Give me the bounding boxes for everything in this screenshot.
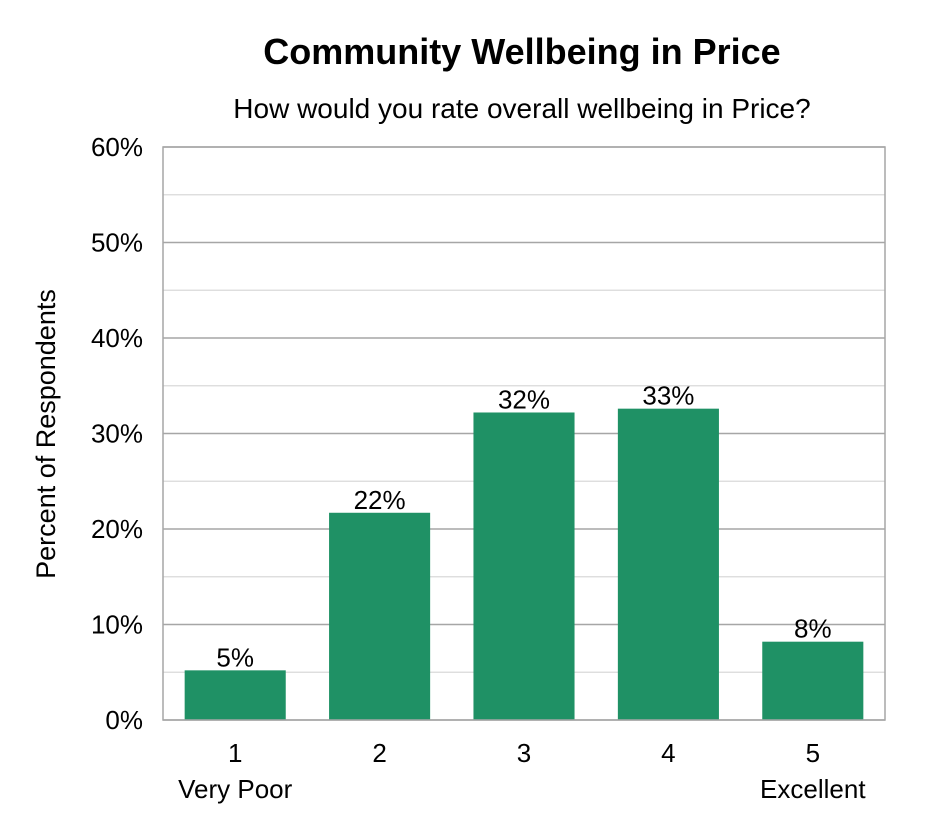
y-tick-labels: 0% 10% 20% 30% 40% 50% 60% <box>91 132 143 735</box>
x-tick-label: 4 <box>661 738 675 768</box>
bars <box>184 408 864 720</box>
y-tick-label: 20% <box>91 514 143 544</box>
y-tick-label: 50% <box>91 228 143 258</box>
y-axis-label: Percent of Respondents <box>31 289 61 579</box>
plot-area-frame <box>162 146 886 721</box>
bar <box>762 641 864 720</box>
x-tick-label: 2 <box>372 738 386 768</box>
x-tick-label: 3 <box>517 738 531 768</box>
x-tick-label: 5 <box>806 738 820 768</box>
chart-subtitle: How would you rate overall wellbeing in … <box>233 93 810 124</box>
bar-value-label: 22% <box>354 485 406 515</box>
x-tick-labels: 1 Very Poor 2 3 4 5 Excellent <box>178 738 866 804</box>
x-tick-label: 1 <box>228 738 242 768</box>
chart-title: Community Wellbeing in Price <box>263 31 780 72</box>
bar-value-label: 33% <box>642 381 694 411</box>
y-tick-label: 30% <box>91 419 143 449</box>
bar-value-label: 8% <box>794 614 832 644</box>
bar <box>617 408 719 720</box>
x-tick-sublabel: Very Poor <box>178 774 293 804</box>
bar-value-label: 5% <box>216 642 254 672</box>
bar <box>329 512 431 720</box>
bar-value-label: 32% <box>498 384 550 414</box>
bar <box>473 412 575 720</box>
data-labels: 5% 22% 32% 33% 8% <box>216 381 831 673</box>
y-tick-label: 10% <box>91 610 143 640</box>
x-tick-sublabel: Excellent <box>760 774 866 804</box>
bar <box>184 670 286 720</box>
y-tick-label: 60% <box>91 132 143 162</box>
y-tick-label: 0% <box>105 705 143 735</box>
y-tick-label: 40% <box>91 323 143 353</box>
